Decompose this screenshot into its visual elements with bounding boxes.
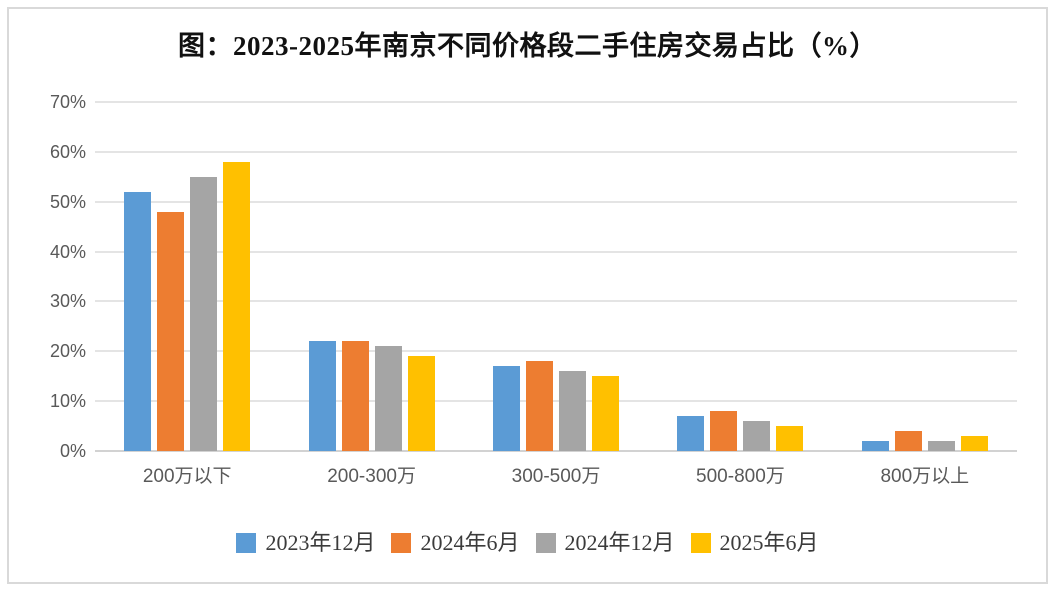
bar-2024年6月-300-500万 [526,361,554,451]
y-axis: 0% 10% 20% 30% 40% 50% 60% 70% [0,93,86,460]
legend-item: 2024年6月 [391,530,520,555]
x-category-label: 200-300万 [327,466,416,487]
bar-2024年6月-200万以下 [157,211,185,451]
y-tick-label: 60% [49,141,86,162]
gridline [95,400,1017,403]
legend: 2023年12月 2024年6月 2024年12月 2025年6月 [0,532,1055,554]
bar-group [95,102,279,451]
bar-2024年12月-200万以下 [190,176,218,451]
legend-label: 2023年12月 [265,530,376,555]
bar-2023年12月-300-500万 [493,366,521,451]
plot-area [95,101,1017,452]
legend-item: 2024年12月 [535,530,675,555]
legend-label: 2024年6月 [420,530,520,555]
gridline [95,200,1017,203]
bar-group [464,102,648,451]
bar-2025年6月-200万以下 [223,161,251,451]
x-axis-baseline [95,450,1017,452]
bar-group [648,102,832,451]
bar-2024年12月-800万以上 [927,441,955,451]
bar-2024年12月-300-500万 [559,371,587,451]
bar-2023年12月-500-800万 [677,416,705,451]
bar-2024年12月-200-300万 [374,346,402,451]
gridline [95,250,1017,253]
gridline [95,350,1017,353]
bar-2023年12月-200万以下 [124,191,152,451]
bar-2024年6月-800万以上 [894,431,922,451]
bar-groups [95,102,1017,451]
y-tick-label: 50% [49,191,86,212]
gridline [95,150,1017,153]
y-tick-label: 30% [49,291,86,312]
gridline [95,101,1017,103]
bar-2024年6月-200-300万 [341,341,369,451]
legend-swatch-icon [535,533,556,553]
bar-2023年12月-200-300万 [308,341,336,451]
gridline [95,300,1017,303]
bar-2025年6月-500-800万 [776,426,804,451]
legend-swatch-icon [690,533,711,553]
legend-swatch-icon [391,533,412,553]
bar-2025年6月-800万以上 [960,436,988,451]
x-category-label: 800万以上 [880,466,970,487]
y-tick-label: 10% [49,391,86,412]
x-category-label: 500-800万 [696,466,785,487]
x-category-label: 200万以下 [142,466,232,487]
legend-item: 2025年6月 [690,530,819,555]
y-tick-label: 0% [59,441,86,461]
bar-2024年6月-500-800万 [710,411,738,451]
legend-label: 2025年6月 [719,530,819,555]
legend-label: 2024年12月 [564,530,675,555]
y-tick-label: 20% [49,341,86,362]
bar-2025年6月-200-300万 [407,356,435,451]
legend-item: 2023年12月 [236,532,375,554]
x-axis: 200万以下 200-300万 300-500万 500-800万 800万以上 [95,461,1017,488]
bar-2024年12月-500-800万 [743,421,771,451]
y-tick-label: 40% [49,241,86,262]
chart-title: 图：2023-2025年南京不同价格段二手住房交易占比（%） [178,31,877,61]
bar-2025年6月-300-500万 [592,376,620,451]
bar-2023年12月-800万以上 [861,441,889,451]
y-tick-label: 70% [49,92,86,112]
x-category-label: 300-500万 [511,466,601,487]
legend-swatch-icon [236,533,257,553]
bar-group [279,102,463,451]
bar-group [833,102,1017,451]
